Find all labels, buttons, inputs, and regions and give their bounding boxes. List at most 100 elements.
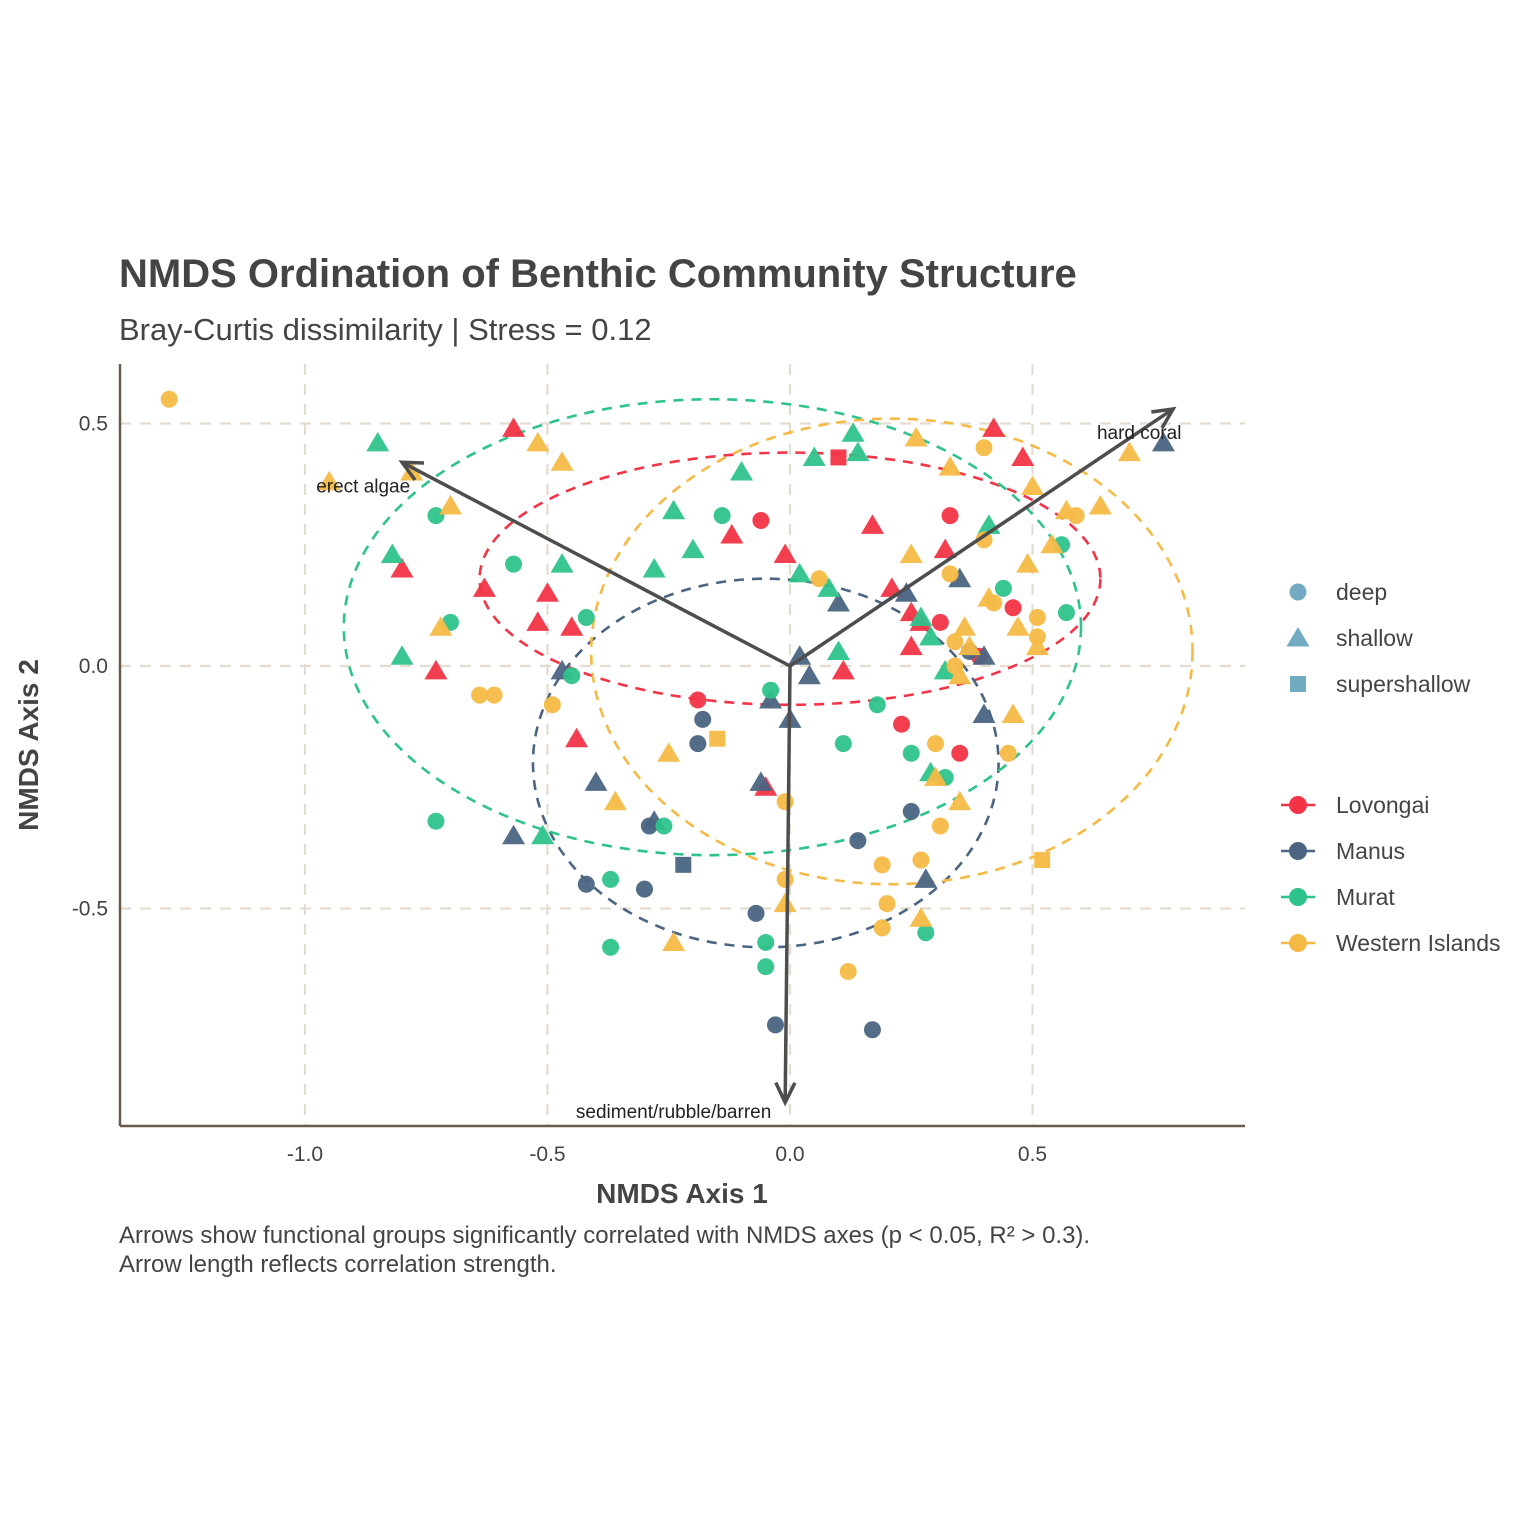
data-point-western-islands [773,892,797,913]
data-point-western-islands [709,730,726,747]
x-tick-label: -0.5 [529,1143,565,1166]
data-point-manus [502,824,526,845]
y-tick-label: 0.5 [79,413,108,436]
data-point-western-islands [938,456,962,476]
data-point-western-islands [160,390,178,408]
legend-key-manus [1289,842,1307,860]
vector-arrows: erect algae hard coral sediment/rubble/bar… [316,406,1181,1123]
data-point-murat [531,824,555,845]
data-point-western-islands [1021,475,1044,496]
data-point-murat [841,422,865,442]
data-point-murat [427,507,445,525]
data-point-manus [948,567,972,588]
data-point-western-islands [948,790,972,811]
x-axis-title: NMDS Axis 1 [596,1178,768,1209]
data-point-western-islands [1016,553,1040,573]
data-point-lovongai [720,524,744,544]
data-point-western-islands [1118,441,1141,462]
data-point-western-islands [985,594,1003,612]
data-point-western-islands [1040,533,1064,554]
data-point-western-islands [400,461,424,481]
ellipse-western-islands [589,417,1194,886]
data-point-western-islands [776,793,794,811]
data-point-murat [933,659,957,680]
legend: deep shallow supershallow Lovongai Manus Mura… [1281,579,1500,956]
legend-key-shallow [1286,627,1310,647]
data-point-murat [909,606,933,626]
data-point-murat [817,577,841,597]
caption-line-1: Arrows show functional groups significan… [119,1222,1091,1249]
data-point-lovongai [1004,599,1022,617]
data-point-manus [863,1021,881,1039]
data-point-western-islands [662,931,686,951]
data-point-western-islands [485,686,503,704]
legend-key-murat [1289,888,1307,906]
legend-key-deep [1289,583,1307,601]
y-tick-label: 0.0 [79,655,108,678]
data-point-murat [713,507,731,525]
y-axis-title: NMDS Axis 2 [13,659,44,831]
data-point-western-islands [776,870,794,888]
data-point-western-islands [873,856,891,874]
ellipse-murat [342,397,1083,857]
data-point-murat [902,744,920,762]
data-point-western-islands [1025,635,1049,656]
data-point-murat [577,609,595,626]
data-point-lovongai [390,558,414,578]
data-point-western-islands [1088,494,1112,515]
data-point-murat [602,870,620,888]
data-point-manus [749,771,773,791]
data-point-murat [868,696,886,714]
data-point-manus [972,645,996,665]
data-point-murat [550,553,574,573]
axes [118,364,1245,1128]
data-point-western-islands [999,744,1017,762]
data-point-lovongai [931,613,949,631]
data-point-lovongai [893,715,911,733]
x-tick-label: 0.0 [775,1143,804,1166]
data-point-manus [694,710,712,728]
arrow-label-sediment-rubble-barren: sediment/rubble/barren [576,1102,771,1123]
data-point-western-islands [924,766,947,787]
tick-labels: -1.0 -0.5 0.0 0.5 -0.5 0.0 0.5 [72,413,1047,1167]
data-point-manus [1151,431,1175,452]
data-point-western-islands [904,427,928,447]
chart-subtitle: Bray-Curtis dissimilarity | Stress = 0.1… [119,312,652,347]
legend-label-murat: Murat [1336,884,1395,910]
legend-key-western-islands [1289,934,1307,952]
data-point-western-islands [810,570,828,588]
data-point-lovongai [536,582,559,602]
data-point-western-islands [603,790,627,811]
data-point-western-islands [912,851,930,869]
chart-caption: Arrows show functional groups significan… [119,1221,1090,1279]
data-point-manus [827,591,850,612]
data-point-lovongai [502,417,526,437]
arrow-sediment-rubble-barren [783,665,792,1103]
data-point-lovongai [982,417,1006,437]
data-point-western-islands [1067,507,1085,525]
data-point-manus [788,645,812,665]
data-points [160,390,1175,1039]
arrow-hard-coral [789,407,1175,668]
data-point-western-islands [543,696,561,714]
data-point-manus [902,803,920,820]
data-point-western-islands [927,735,944,753]
data-point-manus [766,1016,784,1034]
data-point-manus [636,880,653,898]
legend-label-manus: Manus [1336,838,1405,864]
ellipse-lovongai [478,451,1102,707]
data-point-western-islands [948,664,972,685]
data-point-western-islands [839,963,857,981]
data-point-murat [762,681,780,699]
data-point-murat [834,735,852,753]
arrow-head-sediment-rubble-barren [774,1081,797,1107]
data-point-western-islands [975,439,993,457]
data-point-lovongai [899,635,923,656]
data-point-lovongai [472,577,496,597]
data-point-lovongai [526,611,550,631]
legend-label-deep: deep [1336,579,1387,605]
data-point-lovongai [560,616,584,636]
data-point-western-islands [439,494,462,515]
legend-key-lovongai [1289,796,1307,814]
